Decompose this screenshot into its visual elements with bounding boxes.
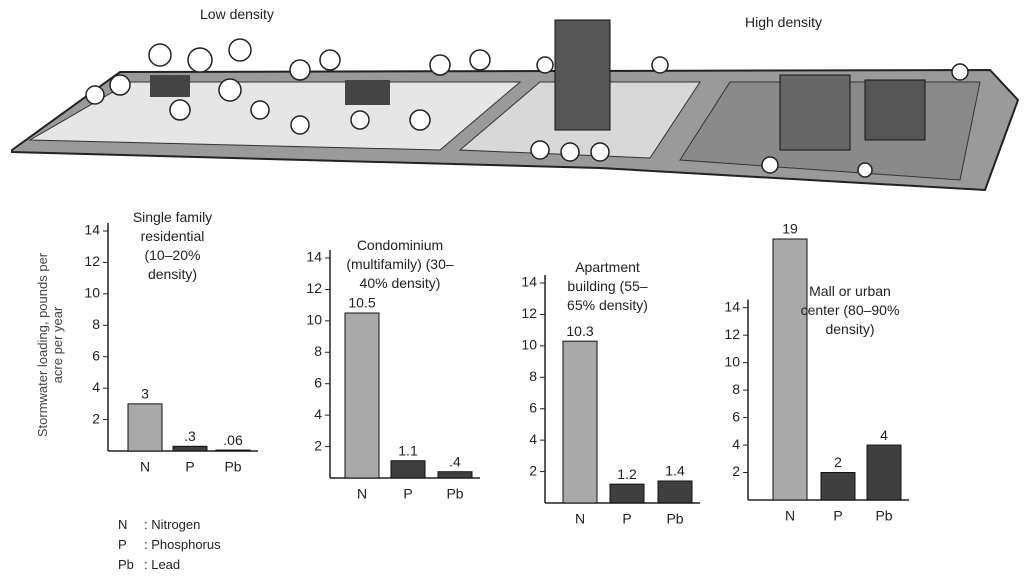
value-label: 4 — [880, 427, 888, 443]
bar — [773, 239, 807, 500]
x-tick-label: N — [575, 511, 585, 527]
legend-key: N — [118, 517, 144, 532]
low-density-label: Low density — [200, 6, 274, 22]
x-tick-label: Pb — [446, 486, 463, 502]
y-tick-label: 6 — [92, 347, 100, 363]
y-tick-label: 10 — [84, 285, 100, 301]
y-axis-label: Stormwater loading, pounds per acre per … — [35, 245, 65, 445]
bar — [391, 461, 425, 478]
x-tick-label: Pb — [875, 508, 892, 524]
value-label: 10.5 — [348, 295, 375, 311]
y-tick-label: 4 — [314, 406, 322, 422]
panel-title: Apartment building (55–65% density) — [560, 258, 655, 315]
y-tick-label: 6 — [732, 408, 740, 424]
y-tick-label: 12 — [724, 326, 740, 342]
y-tick-label: 8 — [314, 343, 322, 359]
legend-entry: Pb: Lead — [118, 557, 180, 572]
y-tick-label: 2 — [732, 463, 740, 479]
y-tick-label: 14 — [306, 249, 322, 265]
value-label: 3 — [141, 386, 149, 402]
y-tick-label: 4 — [92, 379, 100, 395]
y-tick-label: 8 — [732, 381, 740, 397]
value-label: 1.1 — [398, 442, 418, 458]
x-tick-label: N — [140, 459, 150, 475]
page: 2 4 6 8 10 12 14 3 N .3 P .06 Pb 2 4 6 8 10 12 14 10.5 N 1.1 P.… — [0, 0, 1025, 580]
bar — [173, 446, 207, 451]
legend-key: Pb — [118, 557, 144, 572]
bar — [563, 341, 597, 503]
x-tick-label: N — [357, 486, 367, 502]
y-tick-label: 14 — [521, 274, 537, 290]
legend-entry: N: Nitrogen — [118, 517, 200, 532]
bar — [867, 445, 901, 500]
value-label: 2 — [834, 454, 842, 470]
legend-key: P — [118, 537, 144, 552]
y-tick-label: 8 — [529, 368, 537, 384]
y-tick-label: 10 — [724, 353, 740, 369]
y-tick-label: 6 — [314, 374, 322, 390]
value-label: .4 — [449, 453, 461, 469]
legend-text: : Phosphorus — [144, 537, 221, 552]
high-density-label: High density — [745, 14, 822, 30]
legend-text: : Lead — [144, 557, 180, 572]
x-tick-label: N — [785, 508, 795, 524]
y-tick-label: 8 — [92, 316, 100, 332]
y-tick-label: 4 — [732, 436, 740, 452]
y-tick-label: 14 — [724, 298, 740, 314]
y-tick-label: 12 — [84, 253, 100, 269]
bar — [658, 481, 692, 503]
value-label: 10.3 — [566, 323, 593, 339]
y-tick-label: 12 — [306, 280, 322, 296]
value-label: 1.2 — [617, 466, 637, 482]
bar — [821, 473, 855, 500]
value-label: 1.4 — [665, 463, 685, 479]
city-illustration — [12, 20, 1018, 190]
y-tick-label: 14 — [84, 222, 100, 238]
bar — [345, 313, 379, 478]
y-tick-label: 4 — [529, 431, 537, 447]
bar — [610, 484, 644, 503]
panel-title: Mall or urban center (80–90% density) — [800, 282, 900, 339]
y-tick-label: 10 — [306, 312, 322, 328]
bar — [438, 472, 472, 478]
y-tick-label: 2 — [529, 462, 537, 478]
x-tick-label: P — [403, 486, 412, 502]
value-label: .3 — [184, 428, 196, 444]
y-tick-label: 12 — [521, 305, 537, 321]
panel-title: Condominium (multifamily) (30–40% densit… — [345, 236, 455, 293]
bar — [128, 404, 162, 451]
x-tick-label: P — [622, 511, 631, 527]
y-tick-label: 10 — [521, 337, 537, 353]
panel-title: Single family residential (10–20% densit… — [125, 208, 220, 284]
bar — [216, 450, 250, 451]
x-tick-label: Pb — [666, 511, 683, 527]
x-tick-label: Pb — [224, 459, 241, 475]
value-label: .06 — [223, 432, 243, 448]
x-tick-label: P — [185, 459, 194, 475]
value-label: 19 — [782, 221, 798, 237]
x-tick-label: P — [833, 508, 842, 524]
legend-entry: P: Phosphorus — [118, 537, 221, 552]
y-tick-label: 2 — [314, 437, 322, 453]
y-tick-label: 6 — [529, 399, 537, 415]
y-tick-label: 2 — [92, 410, 100, 426]
legend-text: : Nitrogen — [144, 517, 200, 532]
